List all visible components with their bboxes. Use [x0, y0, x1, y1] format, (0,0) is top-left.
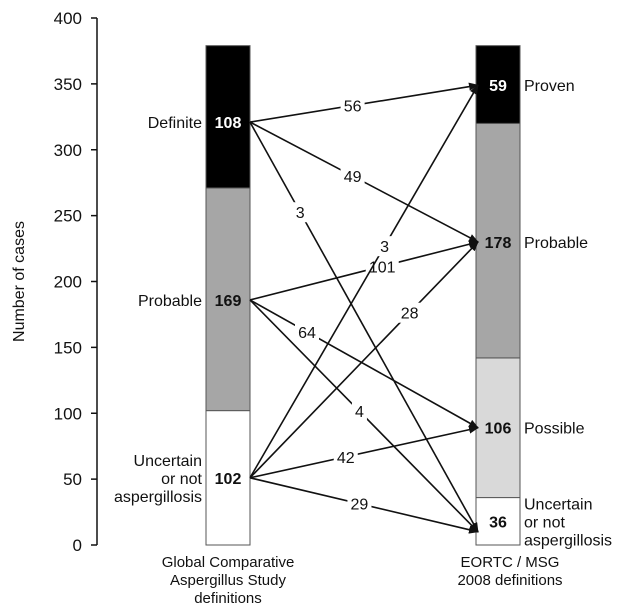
bar-segment [205, 187, 251, 412]
category-label: Uncertain [524, 496, 592, 513]
y-tick-label: 350 [54, 75, 82, 94]
category-label: or not [161, 471, 202, 488]
y-tick-label: 200 [54, 273, 82, 292]
flow-label-bg [292, 202, 308, 223]
segment-value-label: 106 [485, 421, 512, 438]
category-label: Uncertain [134, 453, 202, 470]
y-tick-label: 300 [54, 141, 82, 160]
flow-label-bg [377, 236, 393, 257]
category-label: Possible [524, 421, 585, 438]
flow-arrow [249, 425, 479, 479]
y-tick-label: 400 [54, 9, 82, 28]
bar-group-label: Aspergillus Study [170, 572, 286, 589]
bar-group-label: definitions [194, 590, 262, 607]
flow-value-label: 56 [344, 98, 362, 115]
category-label: Probable [524, 235, 588, 252]
segment-value-label: 59 [489, 78, 507, 95]
category-label: Proven [524, 78, 575, 95]
bars [205, 45, 521, 546]
segment-value-label: 169 [215, 293, 242, 310]
bar-segment [205, 45, 251, 189]
flow-value-label: 3 [296, 205, 305, 222]
y-tick-label: 100 [54, 404, 82, 423]
y-tick-label: 150 [54, 338, 82, 357]
flow-value-label: 42 [337, 450, 355, 467]
category-label: or not [524, 514, 565, 531]
flow-value-label: 29 [351, 497, 369, 514]
category-label: aspergillosis [524, 532, 612, 549]
bar-group-label: Global Comparative [162, 554, 295, 571]
flow-label-bg [397, 302, 422, 323]
flow-arrow [249, 299, 479, 429]
flow-label-bg [340, 95, 365, 116]
category-label: aspergillosis [114, 489, 202, 506]
bar-segment [475, 122, 521, 359]
flow-arrow [249, 84, 479, 479]
segment-value-label: 36 [489, 514, 507, 531]
bar-group-label: 2008 definitions [457, 572, 562, 589]
flow-label-bg [340, 166, 365, 187]
flow-value-label: 4 [355, 404, 364, 421]
flow-value-label: 3 [380, 239, 389, 256]
bar-group-label: EORTC / MSG [461, 554, 560, 571]
flow-label-bg [295, 321, 319, 342]
y-axis: 0 50 100 150 200 250 300 350 400 Number of cases [11, 9, 98, 555]
category-label: Probable [138, 293, 202, 310]
bar-segment [475, 45, 521, 124]
flow-label-bg [347, 493, 372, 514]
flow-arrow [249, 240, 479, 301]
flow-value-label: 64 [298, 325, 316, 342]
y-tick-label: 250 [54, 207, 82, 226]
flows: 56 49 3 101 64 4 3 28 42 29 [249, 82, 479, 534]
y-axis-label: Number of cases [11, 221, 28, 342]
flow-value-label: 28 [401, 306, 419, 323]
segment-value-label: 108 [215, 115, 242, 132]
segment-value-label: 178 [485, 235, 512, 252]
flow-label-bg [333, 446, 358, 467]
category-label: Definite [148, 115, 202, 132]
y-tick-label: 50 [63, 470, 82, 489]
y-tick-label: 0 [73, 536, 82, 555]
flow-value-label: 49 [344, 169, 362, 186]
segment-value-label: 102 [215, 471, 242, 488]
flow-label-bg [365, 256, 399, 277]
flow-value-label: 101 [369, 259, 396, 276]
flow-arrow [249, 241, 479, 479]
bar-segment [475, 497, 521, 546]
flow-label-bg [351, 401, 367, 422]
flow-arrow [249, 121, 479, 533]
